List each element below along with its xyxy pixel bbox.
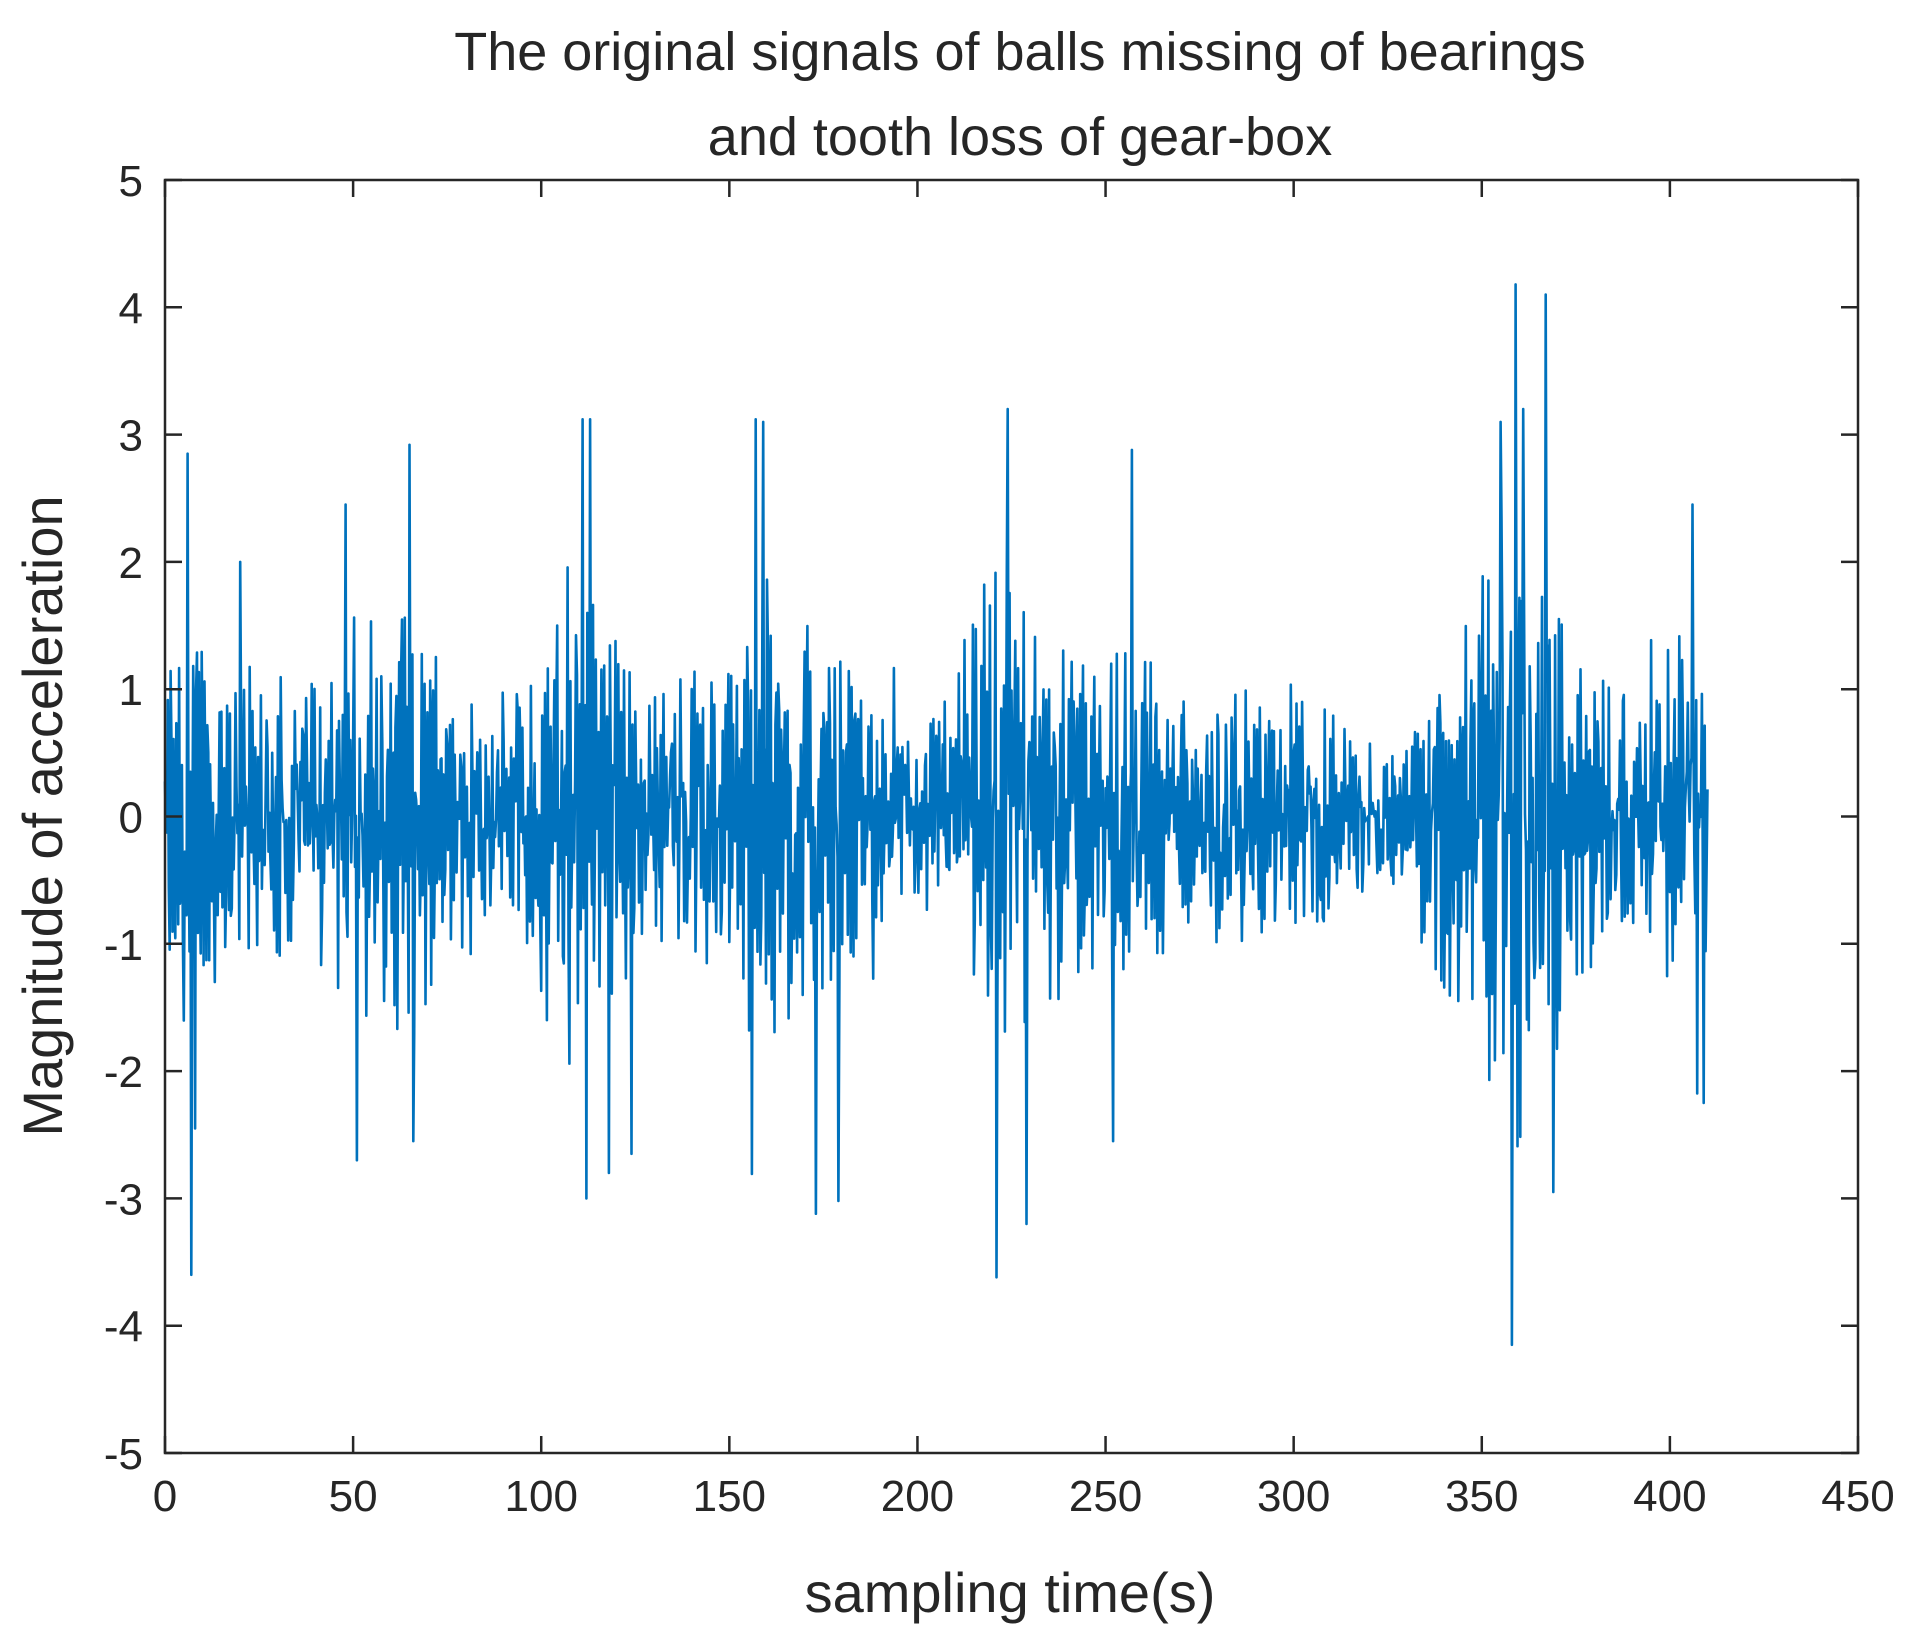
x-tick-label: 0 [153,1472,177,1521]
y-tick-label: 4 [119,284,143,333]
y-axis-ticks: 5 4 3 2 1 0 -1 -2 -3 -4 -5 [104,157,1858,1479]
y-tick-label: -2 [104,1048,143,1097]
x-tick-label: 150 [693,1472,766,1521]
chart-title: The original signals of balls missing of… [454,22,1586,167]
x-tick-label: 400 [1633,1472,1706,1521]
signal-series [163,283,1709,1347]
y-tick-label: 3 [119,412,143,461]
x-tick-label: 100 [505,1472,578,1521]
x-axis-ticks: 0 50 100 150 200 250 300 350 400 450 [153,180,1895,1521]
y-tick-label: -5 [104,1430,143,1479]
y-tick-label: -1 [104,921,143,970]
y-tick-label: -4 [104,1303,143,1352]
x-tick-label: 350 [1445,1472,1518,1521]
y-tick-label: 0 [119,794,143,843]
x-tick-label: 200 [881,1472,954,1521]
y-tick-label: 1 [119,666,143,715]
y-tick-label: 5 [119,157,143,206]
chart-title-line-1: The original signals of balls missing of… [454,22,1586,82]
y-tick-label: -3 [104,1175,143,1224]
x-tick-label: 300 [1257,1472,1330,1521]
y-axis-label: Magnitude of acceleration [11,495,74,1136]
chart-title-line-2: and tooth loss of gear-box [708,107,1332,167]
x-tick-label: 50 [329,1472,378,1521]
x-tick-label: 250 [1069,1472,1142,1521]
y-tick-label: 2 [119,539,143,588]
x-axis-label: sampling time(s) [805,1561,1216,1624]
x-tick-label: 450 [1821,1472,1894,1521]
signal-line [163,283,1709,1347]
